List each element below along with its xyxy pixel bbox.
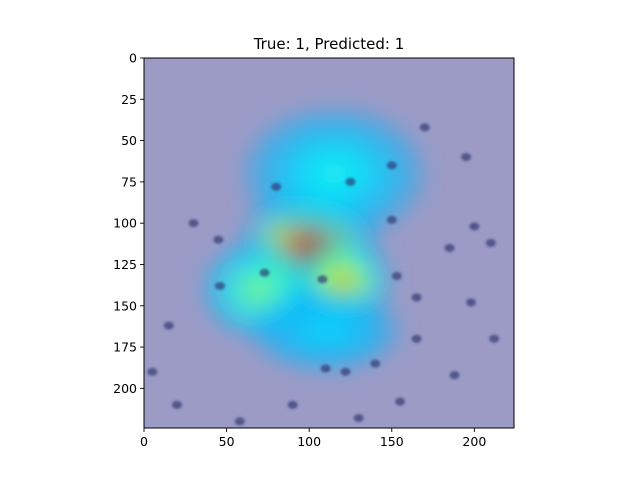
x-axis: 0 50 100 150 200 bbox=[140, 428, 486, 449]
cell-nucleus bbox=[395, 397, 406, 406]
cell-nucleus bbox=[214, 281, 225, 290]
cell-nucleus bbox=[259, 268, 270, 277]
cell-nucleus bbox=[213, 235, 224, 244]
cell-nucleus bbox=[485, 239, 496, 247]
y-axis: 0 25 50 75 100 125 150 175 200 bbox=[113, 51, 144, 396]
x-tick-label: 50 bbox=[219, 434, 235, 449]
x-tick-label: 100 bbox=[297, 434, 321, 449]
heat-spot bbox=[318, 162, 350, 185]
y-tick-label: 25 bbox=[121, 92, 137, 107]
cell-nucleus bbox=[317, 275, 328, 284]
cell-nucleus bbox=[466, 298, 477, 307]
cell-nucleus bbox=[386, 215, 397, 224]
y-tick-label: 50 bbox=[121, 133, 137, 148]
x-tick-label: 200 bbox=[462, 434, 486, 449]
cell-nucleus bbox=[188, 219, 199, 228]
y-tick-label: 200 bbox=[113, 381, 137, 396]
y-tick-label: 125 bbox=[113, 257, 137, 272]
cell-nucleus bbox=[234, 417, 245, 426]
cell-nucleus bbox=[320, 364, 331, 373]
cell-nucleus bbox=[449, 371, 460, 380]
plot-area bbox=[144, 58, 514, 428]
cell-nucleus bbox=[163, 321, 174, 330]
cell-nucleus bbox=[411, 293, 422, 302]
y-tick-label: 150 bbox=[113, 298, 137, 313]
x-tick-label: 0 bbox=[140, 434, 148, 449]
cell-nucleus bbox=[469, 222, 480, 231]
heat-spot bbox=[333, 273, 351, 289]
cell-nucleus bbox=[147, 367, 158, 376]
cell-nucleus bbox=[287, 400, 298, 409]
cell-nucleus bbox=[345, 177, 356, 186]
chart-title: True: 1, Predicted: 1 bbox=[253, 35, 405, 53]
cell-nucleus bbox=[489, 334, 500, 343]
cell-nucleus bbox=[353, 414, 364, 423]
y-tick-label: 0 bbox=[129, 51, 137, 66]
x-tick-label: 150 bbox=[380, 434, 404, 449]
y-tick-label: 100 bbox=[113, 216, 137, 231]
cell-nucleus bbox=[172, 400, 183, 409]
heat-spot bbox=[313, 323, 339, 338]
cell-nucleus bbox=[271, 182, 282, 191]
cell-nucleus bbox=[391, 272, 402, 281]
cell-nucleus bbox=[370, 359, 381, 368]
nuclei-layer bbox=[147, 123, 500, 426]
cell-nucleus bbox=[444, 243, 455, 252]
cell-nucleus bbox=[340, 367, 351, 376]
cell-nucleus bbox=[461, 153, 472, 162]
heat-layer bbox=[201, 107, 425, 372]
cell-nucleus bbox=[386, 161, 397, 170]
cell-nucleus bbox=[419, 123, 430, 132]
cell-nucleus bbox=[411, 334, 422, 343]
axes-frame bbox=[143, 57, 515, 429]
heat-spot bbox=[249, 280, 270, 298]
y-tick-label: 175 bbox=[113, 340, 137, 355]
y-tick-label: 75 bbox=[121, 174, 137, 189]
